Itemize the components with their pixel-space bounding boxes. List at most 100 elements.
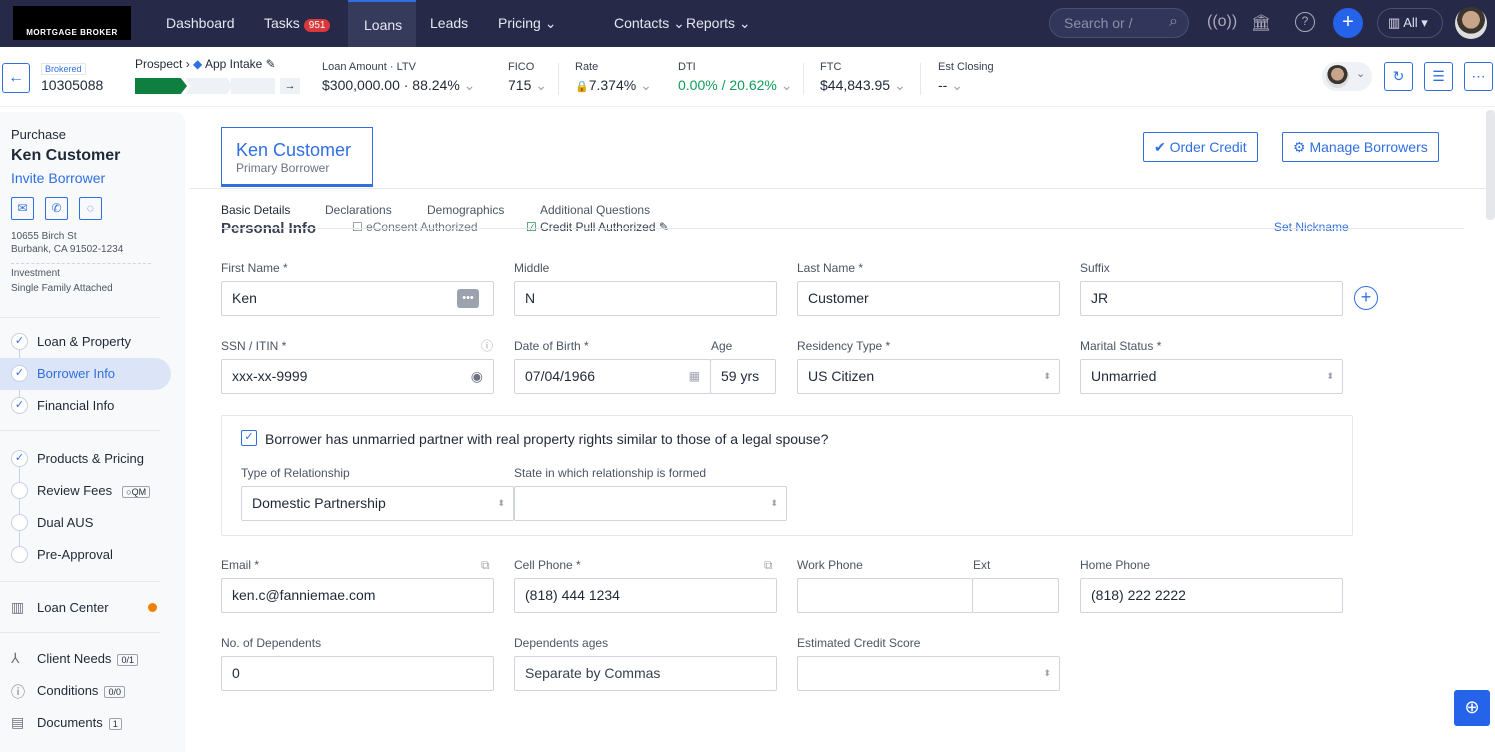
middle-input[interactable]: N — [514, 281, 777, 316]
dti-value[interactable]: 0.00% / 20.62% ⌄ — [678, 77, 793, 93]
fico-value[interactable]: 715 ⌄ — [508, 77, 547, 93]
more-icon[interactable]: ••• — [457, 289, 479, 308]
closing-value[interactable]: -- ⌄ — [938, 77, 963, 93]
cell-input[interactable]: (818) 444 1234 — [514, 578, 777, 613]
ssn-label: SSN / ITIN * — [221, 339, 287, 353]
add-button[interactable]: + — [1333, 8, 1363, 38]
sidebar-item-loan-property[interactable]: Loan & Property — [0, 326, 171, 358]
nav-loans[interactable]: Loans — [348, 0, 416, 47]
invite-borrower-link[interactable]: Invite Borrower — [11, 170, 106, 186]
edit-icon[interactable]: ✎ — [265, 57, 276, 71]
scope-select[interactable]: ▥ All ▾ — [1377, 8, 1443, 38]
step-label: Borrower Info — [37, 366, 116, 381]
messages-button[interactable]: ☰ — [1424, 62, 1453, 91]
credit-score-select[interactable] — [797, 656, 1060, 691]
help-icon[interactable]: ? — [1295, 12, 1315, 32]
nav-pricing[interactable]: Pricing ⌄ — [482, 0, 572, 47]
sidebar-item-loan-center[interactable]: Loan Center — [0, 592, 171, 624]
sidebar-item-conditions[interactable]: Conditions 0/0 — [0, 675, 171, 707]
scrollbar[interactable] — [1486, 110, 1495, 220]
partner-checkbox[interactable]: ✓ — [241, 430, 257, 446]
channel-badge: Brokered — [41, 63, 86, 75]
nav-tasks[interactable]: Tasks 951 — [248, 0, 346, 47]
residency-label: Residency Type * — [797, 339, 891, 353]
state-label: State in which relationship is formed — [514, 466, 707, 480]
borrower-tab-name: Ken Customer — [236, 140, 352, 160]
ssn-input[interactable]: xxx-xx-9999 ◉ — [221, 359, 494, 394]
residency-select[interactable]: US Citizen — [797, 359, 1060, 394]
econsent-checkbox[interactable]: ☐ eConsent Authorized — [352, 220, 478, 234]
sidebar-item-client-needs[interactable]: Client Needs 0/1 — [0, 643, 171, 675]
chat-icon[interactable]: ◌ — [79, 197, 102, 220]
marital-select[interactable]: Unmarried — [1080, 359, 1343, 394]
fico-label: FICO — [508, 61, 535, 73]
state-select[interactable] — [514, 486, 787, 521]
step-label: Review Fees — [37, 483, 113, 498]
top-nav: MORTGAGE BROKER Dashboard Tasks 951 Loans… — [0, 0, 1495, 47]
sidebar-item-documents[interactable]: Documents 1 — [0, 707, 171, 739]
copy-icon[interactable]: ⧉ — [481, 558, 490, 572]
tab-basic-details[interactable]: Basic Details — [221, 203, 291, 217]
add-name-button[interactable]: + — [1354, 286, 1378, 310]
divider — [0, 430, 160, 431]
order-credit-button[interactable]: ✔ Order Credit — [1143, 132, 1258, 162]
dti-label: DTI — [678, 61, 696, 73]
nav-reports[interactable]: Reports ⌄ — [670, 0, 767, 47]
building-icon: ▥ — [1388, 15, 1404, 30]
ftc-value[interactable]: $44,843.95 ⌄ — [820, 77, 906, 93]
sidebar-item-financial-info[interactable]: Financial Info — [0, 390, 171, 422]
logo[interactable]: MORTGAGE BROKER — [13, 6, 131, 40]
suffix-input[interactable]: JR — [1080, 281, 1343, 316]
sidebar-item-review-fees[interactable]: Review Fees ○QM — [0, 475, 171, 507]
borrower-tab[interactable]: Ken Customer Primary Borrower — [221, 127, 373, 187]
nav-dashboard[interactable]: Dashboard — [166, 15, 235, 31]
email-icon[interactable]: ✉ — [11, 197, 34, 220]
loan-stage[interactable]: Prospect › ◆ App Intake ✎ — [135, 57, 276, 71]
nav-leads[interactable]: Leads — [430, 15, 469, 31]
sidebar-item-borrower-info[interactable]: Borrower Info — [0, 358, 171, 390]
closing-text: -- — [938, 77, 948, 93]
dependents-input[interactable]: 0 — [221, 656, 494, 691]
occupancy: Investment — [11, 268, 60, 279]
tab-demographics[interactable]: Demographics — [427, 203, 505, 217]
loan-number[interactable]: 10305088 — [41, 77, 104, 93]
set-nickname-link[interactable]: Set Nickname — [1274, 220, 1349, 234]
nav-contacts[interactable]: Contacts ⌄ — [598, 0, 701, 47]
search-input[interactable]: Search or / ⌕ — [1049, 8, 1189, 38]
rate-value[interactable]: 🔒7.374% ⌄ — [575, 77, 652, 93]
floating-add-button[interactable]: ⊕ — [1454, 690, 1490, 726]
ext-input[interactable] — [972, 578, 1059, 613]
email-input[interactable]: ken.c@fanniemae.com — [221, 578, 494, 613]
borrower-tab-role: Primary Borrower — [236, 161, 330, 175]
eye-icon[interactable]: ◉ — [470, 368, 483, 384]
loan-amount-value[interactable]: $300,000.00 · 88.24% ⌄ — [322, 77, 476, 93]
dependents-ages-input[interactable]: Separate by Commas — [514, 656, 777, 691]
tab-declarations[interactable]: Declarations — [325, 203, 392, 217]
more-button[interactable]: ⋯ — [1464, 62, 1493, 91]
loan-officer-select[interactable]: ⌄ — [1322, 62, 1372, 91]
documents-count: 1 — [108, 718, 122, 730]
sidebar-item-dual-aus[interactable]: Dual AUS — [0, 507, 171, 539]
first-name-input[interactable]: Ken ••• — [221, 281, 494, 316]
relationship-select[interactable]: Domestic Partnership — [241, 486, 514, 521]
last-name-input[interactable]: Customer — [797, 281, 1060, 316]
user-avatar[interactable] — [1455, 7, 1487, 39]
bank-icon[interactable]: 🏛 — [1251, 15, 1272, 32]
broadcast-icon[interactable]: ((o)) — [1207, 13, 1238, 30]
back-button[interactable]: ← — [2, 63, 30, 93]
sidebar-item-products-pricing[interactable]: Products & Pricing — [0, 443, 171, 475]
info-icon[interactable]: ⓘ — [481, 339, 494, 353]
home-phone-input[interactable]: (818) 222 2222 — [1080, 578, 1343, 613]
manage-borrowers-label: Manage Borrowers — [1309, 139, 1428, 155]
sidebar-item-pre-approval[interactable]: Pre-Approval — [0, 539, 171, 571]
credit-pull-checkbox[interactable]: ☑ Credit Pull Authorized ✎ — [526, 220, 669, 234]
copy-icon[interactable]: ⧉ — [764, 558, 773, 572]
next-stage-button[interactable]: → — [280, 78, 300, 94]
tab-additional-questions[interactable]: Additional Questions — [540, 203, 651, 217]
work-phone-input[interactable] — [797, 578, 973, 613]
phone-icon[interactable]: ✆ — [45, 197, 68, 220]
calendar-icon[interactable]: ▦ — [688, 369, 700, 383]
dob-input[interactable]: 07/04/1966 ▦ — [514, 359, 711, 394]
refresh-button[interactable]: ↻ — [1384, 62, 1413, 91]
manage-borrowers-button[interactable]: ⚙ Manage Borrowers — [1282, 132, 1439, 162]
